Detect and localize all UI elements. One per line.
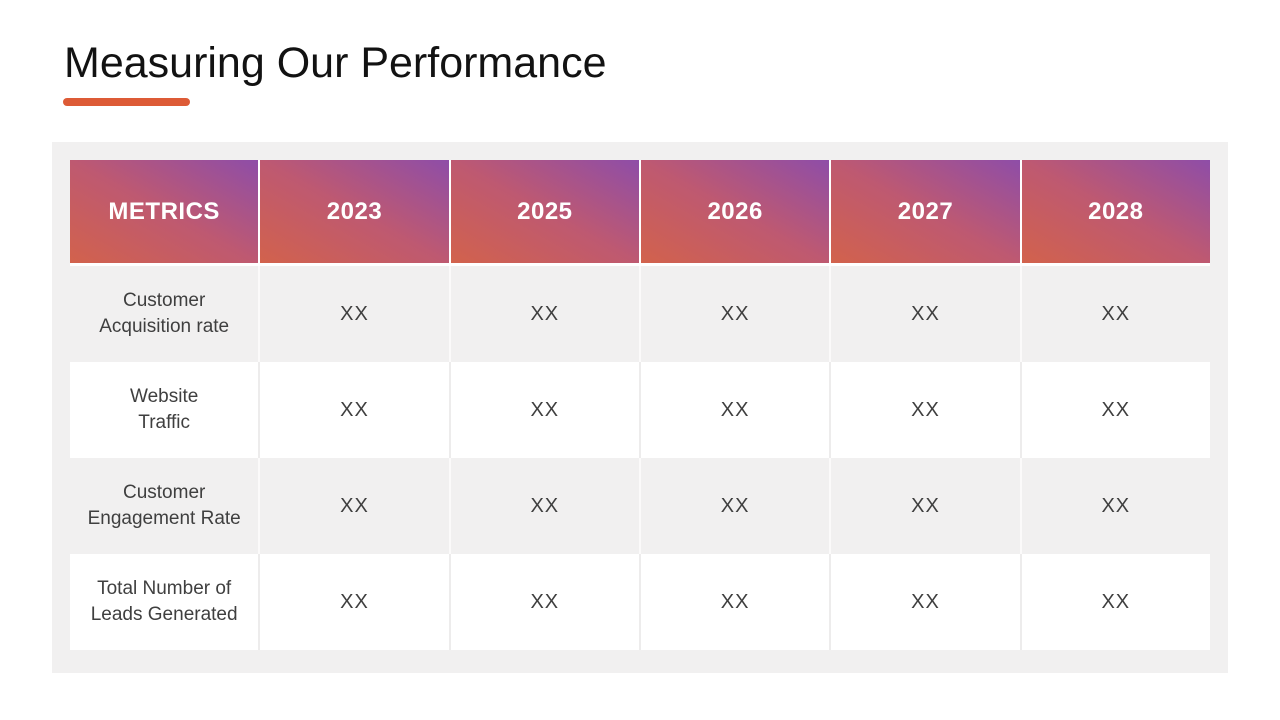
metric-label: Total Number of Leads Generated bbox=[90, 578, 238, 625]
metric-label: Customer Engagement Rate bbox=[87, 482, 241, 529]
table-row-customer-acquisition-rate: Customer Acquisition rate XX XX XX XX XX bbox=[70, 266, 1210, 362]
table-row-website-traffic: Website Traffic XX XX XX XX XX bbox=[70, 362, 1210, 458]
value-cell: XX bbox=[448, 458, 639, 554]
metric-label: Customer Acquisition rate bbox=[99, 290, 230, 337]
value-cell: XX bbox=[448, 266, 639, 362]
value-cell: XX bbox=[1019, 554, 1210, 650]
value-cell: XX bbox=[448, 362, 639, 458]
performance-table: METRICS 2023 2025 2026 2027 2028 Custome… bbox=[52, 142, 1228, 673]
value-cell: XX bbox=[258, 266, 448, 362]
value-cell: XX bbox=[829, 362, 1019, 458]
value-cell: XX bbox=[258, 362, 448, 458]
value-cell: XX bbox=[829, 458, 1019, 554]
value-cell: XX bbox=[638, 362, 829, 458]
value-cell: XX bbox=[258, 554, 448, 650]
value-cell: XX bbox=[638, 266, 829, 362]
value-cell: XX bbox=[638, 554, 829, 650]
metric-label: Website Traffic bbox=[130, 386, 199, 433]
value-cell: XX bbox=[1019, 458, 1210, 554]
header-cell-2027: 2027 bbox=[831, 160, 1020, 263]
table-header-row: METRICS 2023 2025 2026 2027 2028 bbox=[70, 160, 1210, 266]
header-cell-metrics: METRICS bbox=[70, 160, 259, 263]
page-title: Measuring Our Performance bbox=[64, 39, 607, 87]
header-cell-2025: 2025 bbox=[450, 160, 639, 263]
value-cell: XX bbox=[829, 554, 1019, 650]
value-cell: XX bbox=[1019, 362, 1210, 458]
value-cell: XX bbox=[829, 266, 1019, 362]
value-cell: XX bbox=[1019, 266, 1210, 362]
value-cell: XX bbox=[258, 458, 448, 554]
value-cell: XX bbox=[448, 554, 639, 650]
title-accent-underline bbox=[63, 98, 190, 106]
header-cell-2026: 2026 bbox=[640, 160, 830, 263]
table-row-customer-engagement-rate: Customer Engagement Rate XX XX XX XX XX bbox=[70, 458, 1210, 554]
table-row-total-leads-generated: Total Number of Leads Generated XX XX XX… bbox=[70, 554, 1210, 650]
value-cell: XX bbox=[638, 458, 829, 554]
header-cell-2023: 2023 bbox=[260, 160, 449, 263]
header-cell-2028: 2028 bbox=[1021, 160, 1210, 263]
